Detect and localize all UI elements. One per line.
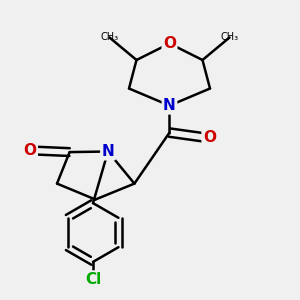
Text: CH₃: CH₃ xyxy=(100,32,118,43)
Text: Cl: Cl xyxy=(85,272,101,287)
Text: O: O xyxy=(163,36,176,51)
Text: N: N xyxy=(163,98,176,113)
Text: N: N xyxy=(102,144,114,159)
Text: O: O xyxy=(23,143,37,158)
Text: CH₃: CH₃ xyxy=(220,32,238,43)
Text: O: O xyxy=(203,130,216,145)
